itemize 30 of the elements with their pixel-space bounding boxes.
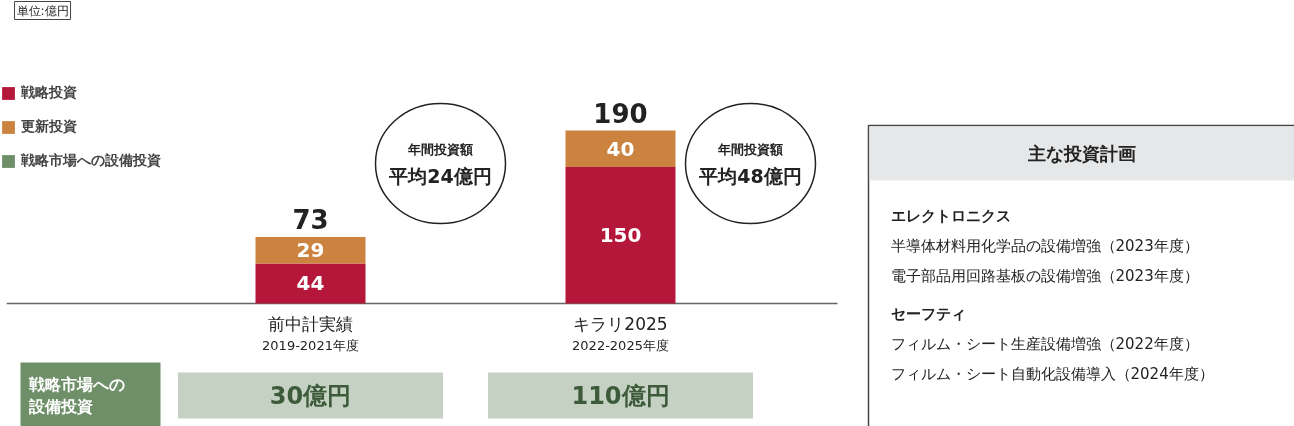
data-label: 150	[599, 223, 642, 248]
annotation: 年間投資額	[717, 142, 783, 157]
total-label: 190	[593, 98, 648, 129]
annotation: 平均24億円	[388, 164, 492, 187]
data-label: 29	[296, 238, 325, 263]
text: 110億円	[571, 381, 670, 410]
legend-label: 更新投資	[21, 118, 77, 136]
bar	[565, 166, 676, 304]
data-label: 40	[606, 136, 635, 161]
text: 電子部品用回路基板の設備増強（2023年度）	[890, 266, 1199, 285]
annotation: 平均48億円	[698, 164, 802, 187]
text: 戦略市場への設備投資	[27, 374, 125, 417]
text: 主な投資計画	[1026, 143, 1136, 164]
bar	[255, 237, 366, 264]
text: エレクトロニクス	[890, 206, 1011, 225]
bar	[255, 263, 366, 304]
total-label: 73	[292, 205, 329, 236]
text: 半導体材料用化学品の設備増強（2023年度）	[890, 236, 1199, 255]
x-tick-label: 前中計実績 2019-2021年度	[262, 313, 359, 353]
legend-label: 戦略市場への設備投資	[21, 152, 161, 170]
x-tick-label: キラリ2025 2022-2025年度	[572, 313, 669, 353]
text: フィルム・シート生産設備増強（2022年度）	[890, 334, 1199, 353]
text: 単位:億円	[16, 3, 69, 18]
text: セーフティ	[890, 304, 966, 323]
bar	[565, 130, 676, 167]
annotation: 年間投資額	[407, 142, 473, 157]
text: フィルム・シート自動化設備導入（2024年度）	[890, 364, 1214, 383]
text: 30億円	[269, 381, 352, 410]
data-label: 44	[296, 271, 325, 296]
legend-label: 戦略投資	[21, 84, 77, 102]
